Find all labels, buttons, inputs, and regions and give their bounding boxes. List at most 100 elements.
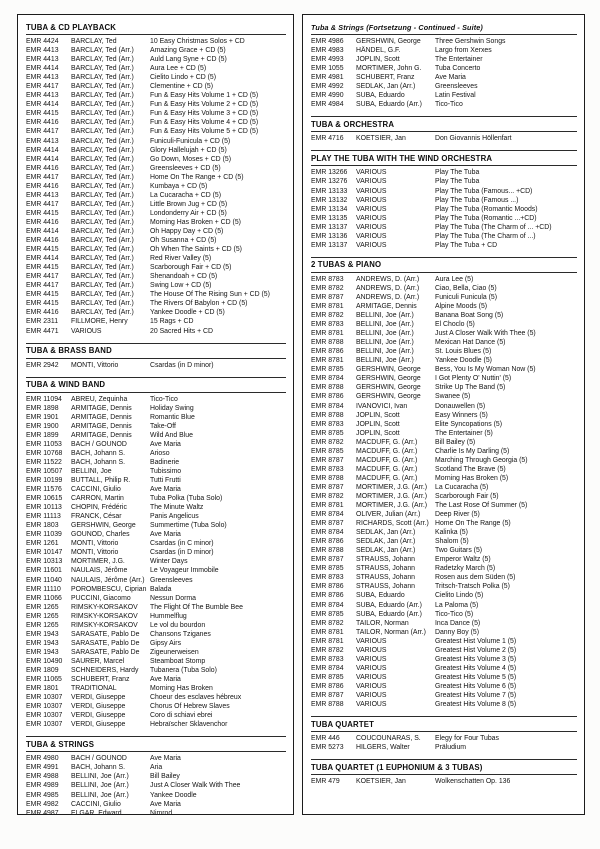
catalog-row: EMR 1901 ARMITAGE, Dennis Romantic Blue (26, 413, 286, 422)
emr-number: EMR 13134 (311, 205, 348, 213)
composer: MORTIMER, John G. (356, 65, 422, 73)
catalog-row: EMR 8782 VARIOUS Greatest Hist Volume 2 (5… (311, 646, 577, 655)
composer: VARIOUS (71, 327, 102, 335)
composer: BELLINI, Joe (Arr.) (356, 330, 414, 338)
emr-number: EMR 2311 (26, 318, 59, 326)
title: Aura Lee + CD (5) (150, 65, 207, 73)
catalog-row: EMR 8784 GERSHWIN, George I Got Plenty O' … (311, 374, 577, 383)
catalog-row: EMR 13137 VARIOUS Play The Tuba (The Charm… (311, 223, 577, 232)
title: Swing Low + CD (5) (150, 282, 212, 290)
catalog-row: EMR 1055 MORTIMER, John G. Tuba Concerto (311, 64, 577, 73)
emr-number: EMR 4992 (311, 83, 344, 91)
catalog-row: EMR 8786 GERSHWIN, George Swanee (5) (311, 392, 577, 401)
title: Nessun Dorma (150, 594, 196, 602)
title: Hebraïscher Sklavenchor (150, 721, 228, 729)
emr-number: EMR 8788 (311, 474, 344, 482)
composer: VARIOUS (356, 241, 387, 249)
title: Red River Valley (5) (150, 255, 212, 263)
title: Kumbaya + CD (5) (150, 182, 208, 190)
catalog-row: EMR 1898 ARMITAGE, Dennis Holiday Swing (26, 404, 286, 413)
catalog-row: EMR 4471 VARIOUS 20 Sacred Hits + CD (26, 327, 286, 336)
emr-number: EMR 1265 (26, 603, 59, 611)
title: Greatest Hits Volume 5 (5) (435, 673, 517, 681)
title: Ave Maria (435, 74, 466, 82)
composer: VARIOUS (356, 664, 387, 672)
title: Don Giovannis Höllenfart (435, 135, 512, 143)
title: Easy Winners (5) (435, 411, 488, 419)
section: TUBA QUARTET EMR 446 COUCOUNARAS, S. Elegy … (311, 716, 577, 755)
composer: MONTI, Vittorio (71, 361, 119, 369)
catalog-row: EMR 4415 BARCLAY, Ted (Arr.) Londonderry A… (26, 209, 286, 218)
emr-number: EMR 13132 (311, 196, 348, 204)
emr-number: EMR 1265 (26, 621, 59, 629)
title: Steamboat Stomp (150, 657, 206, 665)
catalog-row: EMR 1265 RIMSKY-KORSAKOV The Flight Of The… (26, 603, 286, 612)
emr-number: EMR 10199 (26, 477, 63, 485)
emr-number: EMR 4990 (311, 92, 344, 100)
title: Le Voyageur Immobile (150, 567, 219, 575)
catalog-row: EMR 4414 BARCLAY, Ted (Arr.) Aura Lee + CD… (26, 64, 286, 73)
catalog-row: EMR 8787 RICHARDS, Scott (Arr.) Home On Th… (311, 519, 577, 528)
title: Funiculi Funicula (5) (435, 293, 498, 301)
title: Go Down, Moses + CD (5) (150, 155, 231, 163)
catalog-row: EMR 8785 STRAUSS, Johann Radetzky March (5… (311, 564, 577, 573)
title: Nimrod (150, 809, 173, 815)
emr-number: EMR 4414 (26, 65, 59, 73)
emr-number: EMR 8784 (311, 375, 344, 383)
emr-number: EMR 8784 (311, 511, 344, 519)
emr-number: EMR 10490 (26, 657, 63, 665)
section-rows: EMR 13266 VARIOUS Play The Tuba EMR 13276 VA… (311, 166, 577, 252)
emr-number: EMR 11113 (26, 513, 61, 521)
emr-number: EMR 4415 (26, 110, 59, 118)
emr-number: EMR 4981 (311, 74, 344, 82)
composer: SARASATE, Pablo De (71, 648, 140, 656)
emr-number: EMR 1901 (26, 413, 59, 421)
section-header: Tuba & Strings (Fortsetzung - Continued … (311, 20, 577, 35)
title: Play The Tuba (Famous ...) (435, 196, 519, 204)
catalog-row: EMR 8784 VARIOUS Greatest Hits Volume 4 (5… (311, 664, 577, 673)
emr-number: EMR 10147 (26, 549, 63, 557)
title: Marching Through Georgia (5) (435, 456, 528, 464)
composer: IVANOVICI, Ivan (356, 402, 408, 410)
composer: BARCLAY, Ted (Arr.) (71, 255, 134, 263)
emr-number: EMR 4417 (26, 83, 59, 91)
emr-number: EMR 4471 (26, 327, 59, 335)
composer: VARIOUS (356, 214, 387, 222)
emr-number: EMR 8784 (311, 402, 344, 410)
catalog-row: EMR 8784 SUBA, Eduardo (Arr.) La Paloma (5… (311, 601, 577, 610)
emr-number: EMR 13137 (311, 241, 348, 249)
emr-number: EMR 4413 (26, 137, 59, 145)
emr-number: EMR 13135 (311, 214, 348, 222)
section-header: TUBA & CD PLAYBACK (26, 20, 286, 35)
section: 2 TUBAS & PIANO EMR 8783 ANDREWS, D. (Arr.… (311, 256, 577, 712)
catalog-row: EMR 8783 VARIOUS Greatest Hits Volume 3 (5… (311, 655, 577, 664)
emr-number: EMR 10113 (26, 504, 62, 512)
composer: SCHUBERT, Franz (356, 74, 415, 82)
title: Greatest Hits Volume 3 (5) (435, 655, 517, 663)
composer: VARIOUS (356, 637, 387, 645)
emr-number: EMR 10507 (26, 467, 63, 475)
title: Bess, You Is My Woman Now (5) (435, 366, 536, 374)
title: Tico-Tico (5) (435, 610, 474, 618)
catalog-row: EMR 11066 PUCCINI, Giacomo Nessun Dorma (26, 594, 286, 603)
composer: BUTTALL, Philip R. (71, 477, 131, 485)
catalog-row: EMR 11576 CACCINI, Giulio Ave Maria (26, 485, 286, 494)
composer: KOETSIER, Jan (356, 135, 406, 143)
title: Csardas (in D minor) (150, 361, 214, 369)
title: Alpine Moods (5) (435, 302, 488, 310)
emr-number: EMR 8784 (311, 664, 344, 672)
emr-number: EMR 4415 (26, 209, 59, 217)
composer: SEDLAK, Jan (Arr.) (356, 83, 416, 91)
catalog-row: EMR 8781 BELLINI, Joe (Arr.) Just A Closer… (311, 329, 577, 338)
catalog-row: EMR 8785 JOPLIN, Scott The Entertainer (5) (311, 429, 577, 438)
catalog-row: EMR 4415 BARCLAY, Ted (Arr.) Oh When The S… (26, 245, 286, 254)
title: Strike Up The Band (5) (435, 384, 506, 392)
title: Fun & Easy Hits Volume 5 + CD (5) (150, 128, 259, 136)
title: Ave Maria (150, 800, 181, 808)
emr-number: EMR 8783 (311, 275, 344, 283)
title: Home On The Range (5) (435, 520, 511, 528)
catalog-row: EMR 2942 MONTI, Vittorio Csardas (in D min… (26, 361, 286, 370)
catalog-row: EMR 4414 BARCLAY, Ted (Arr.) Oh Happy Day … (26, 227, 286, 236)
title: Play The Tuba (Famous... +CD) (435, 187, 533, 195)
emr-number: EMR 4414 (26, 227, 59, 235)
